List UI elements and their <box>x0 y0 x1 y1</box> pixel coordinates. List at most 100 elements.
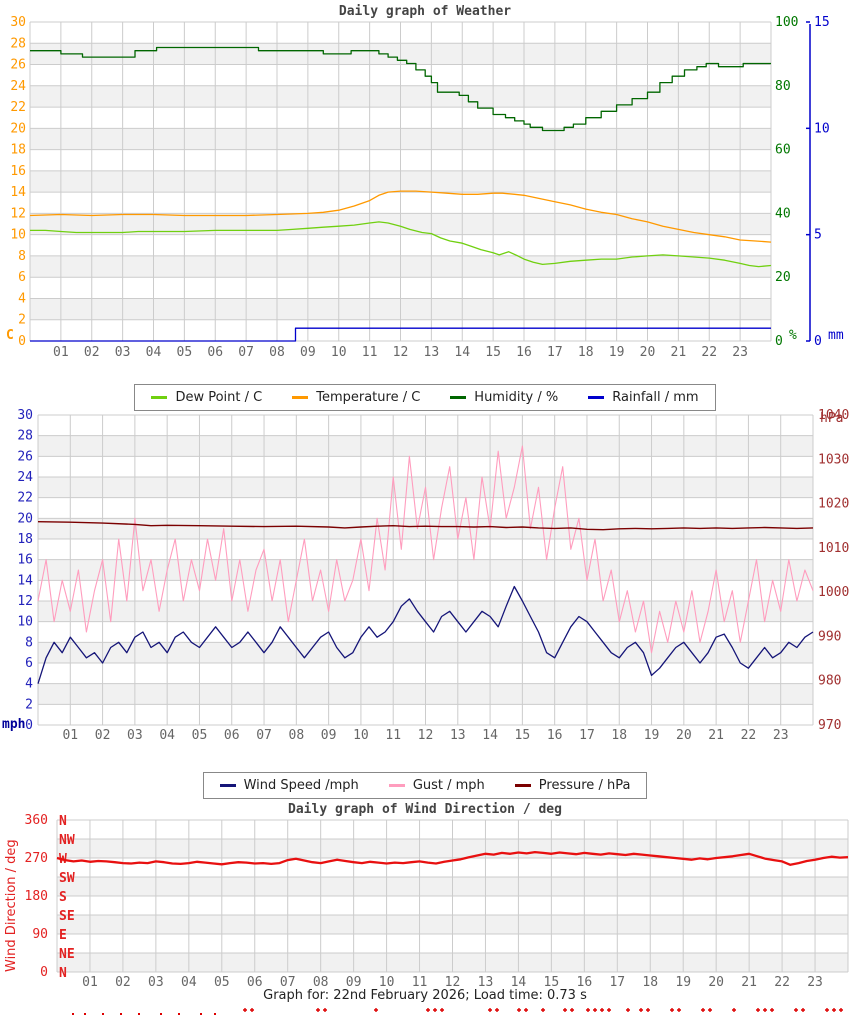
bottom-plus-marker <box>732 1008 736 1012</box>
tick-label: 6 <box>18 270 26 285</box>
series-swatch-icon <box>292 396 309 399</box>
unit-label-hpa: hPa <box>820 411 843 426</box>
tick-label: 0 <box>25 718 33 733</box>
x-tick-label: 20 <box>676 728 692 743</box>
tick-label: 8 <box>25 635 33 650</box>
legend-label: Dew Point / C <box>175 390 263 405</box>
x-tick-label: 07 <box>280 975 296 990</box>
tick-label: 0 <box>40 965 48 980</box>
tick-label: 18 <box>17 532 33 547</box>
bottom-plus-marker <box>708 1008 712 1012</box>
tick-label: 22 <box>17 491 33 506</box>
tick-label: 0 <box>775 334 783 349</box>
x-tick-label: 03 <box>148 975 164 990</box>
bottom-plus-marker <box>570 1008 574 1012</box>
tick-label: 180 <box>25 889 48 904</box>
bottom-plus-marker <box>541 1008 545 1012</box>
x-tick-label: 11 <box>412 975 428 990</box>
x-tick-label: 18 <box>578 345 594 360</box>
x-tick-label: 09 <box>346 975 362 990</box>
tick-label: 14 <box>10 185 26 200</box>
tick-label: 10 <box>17 615 33 630</box>
bottom-plus-marker <box>839 1008 843 1012</box>
x-tick-label: 01 <box>82 975 98 990</box>
bottom-dot-marker <box>160 1013 162 1015</box>
tick-label: 4 <box>25 677 33 692</box>
tick-label: 26 <box>10 58 26 73</box>
series-gust-mph <box>37 445 814 654</box>
chart3-y-axis-label: Wind Direction / deg <box>4 839 19 972</box>
tick-label: 1010 <box>818 541 849 556</box>
x-tick-label: 22 <box>741 728 757 743</box>
tick-label: 30 <box>17 408 33 423</box>
bottom-dot-marker <box>120 1013 122 1015</box>
bottom-plus-marker <box>433 1008 437 1012</box>
tick-label: 0 <box>814 334 822 349</box>
x-tick-label: 18 <box>611 728 627 743</box>
bottom-plus-marker <box>495 1008 499 1012</box>
bottom-plus-marker <box>440 1008 444 1012</box>
series-swatch-icon <box>450 396 467 399</box>
bottom-plus-marker <box>701 1008 705 1012</box>
tick-label: 990 <box>818 629 841 644</box>
x-tick-label: 16 <box>516 345 532 360</box>
x-tick-label: 04 <box>159 728 175 743</box>
x-tick-label: 03 <box>127 728 143 743</box>
bottom-plus-marker <box>607 1008 611 1012</box>
tick-label: 24 <box>10 79 26 94</box>
series-wind-direction-deg <box>56 850 849 866</box>
legend-label: Pressure / hPa <box>538 778 631 793</box>
compass-label-n: N <box>59 966 67 981</box>
x-tick-label: 06 <box>207 345 223 360</box>
tick-label: 1020 <box>818 497 849 512</box>
chart1-title: Daily graph of Weather <box>338 4 512 19</box>
tick-label: 0 <box>18 334 26 349</box>
chart1-legend: Dew Point / C Temperature / C Humidity / %… <box>134 384 716 411</box>
series-wind-speed-mph <box>37 585 814 684</box>
x-tick-label: 08 <box>269 345 285 360</box>
x-tick-label: 22 <box>701 345 717 360</box>
bottom-plus-marker <box>374 1008 378 1012</box>
bottom-dot-marker <box>138 1013 140 1015</box>
x-tick-label: 21 <box>708 728 724 743</box>
x-tick-label: 01 <box>53 345 69 360</box>
tick-label: 10 <box>814 121 830 136</box>
x-tick-label: 19 <box>609 345 625 360</box>
weather-chart: 01 02 03 04 05 06 07 08 09 10 11 12 13 14 15 16 17 18 19 20… <box>6 15 844 360</box>
x-tick-label: 05 <box>177 345 193 360</box>
legend-item: Temperature / C <box>292 390 420 405</box>
tick-label: 14 <box>17 573 33 588</box>
wind-direction-chart: 01 02 03 04 05 06 07 08 09 10 11 12 13 14 15 16 17 18 19 20… <box>25 813 849 1015</box>
series-swatch-icon <box>151 396 168 399</box>
tick-label: 20 <box>10 121 26 136</box>
tick-label: 6 <box>25 656 33 671</box>
series-swatch-icon <box>219 784 236 787</box>
bottom-plus-marker <box>770 1008 774 1012</box>
bottom-plus-marker <box>323 1008 327 1012</box>
x-tick-label: 14 <box>482 728 498 743</box>
bottom-plus-marker <box>316 1008 320 1012</box>
x-tick-label: 22 <box>774 975 790 990</box>
x-tick-label: 01 <box>62 728 78 743</box>
chart2-legend: Wind Speed /mph Gust / mph Pressure / hPa <box>202 772 648 799</box>
x-tick-label: 14 <box>511 975 527 990</box>
x-tick-label: 19 <box>675 975 691 990</box>
x-tick-label: 11 <box>362 345 378 360</box>
x-tick-label: 08 <box>289 728 305 743</box>
tick-label: 1030 <box>818 452 849 467</box>
tick-label: 2 <box>18 313 26 328</box>
tick-label: 10 <box>10 228 26 243</box>
bottom-plus-marker <box>524 1008 528 1012</box>
x-tick-label: 20 <box>708 975 724 990</box>
bottom-plus-marker <box>563 1008 567 1012</box>
x-tick-label: 20 <box>640 345 656 360</box>
bottom-plus-marker <box>600 1008 604 1012</box>
compass-label-se: SE <box>59 909 75 924</box>
x-tick-label: 04 <box>181 975 197 990</box>
x-tick-label: 07 <box>256 728 272 743</box>
tick-label: 4 <box>18 291 26 306</box>
x-tick-label: 06 <box>247 975 263 990</box>
wind-speed-chart: 01 02 03 04 05 06 07 08 09 10 11 12 13 14 15 16 17 18 19 20… <box>2 408 849 743</box>
x-tick-label: 02 <box>115 975 131 990</box>
